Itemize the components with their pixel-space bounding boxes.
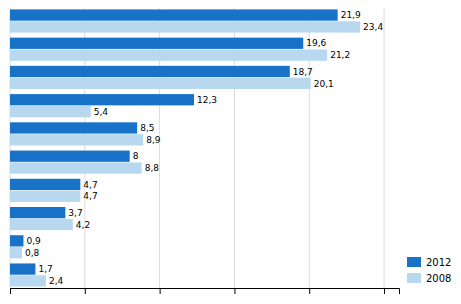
data-label: 19,6: [306, 38, 326, 48]
bar: [10, 106, 91, 117]
data-label: 4,2: [76, 220, 90, 230]
data-label: 8,5: [140, 123, 154, 133]
data-labels: 21,919,618,712,38,584,73,70,91,723,421,2…: [25, 10, 383, 286]
bar: [10, 207, 65, 218]
bar: [10, 191, 80, 202]
data-label: 12,3: [197, 95, 217, 105]
tick: [309, 288, 310, 294]
bar: [10, 122, 137, 133]
tick-mark: [10, 288, 11, 294]
bar: [10, 179, 80, 190]
legend-swatch: [407, 273, 421, 283]
data-label: 21,9: [341, 10, 361, 20]
bar: [10, 235, 23, 246]
legend: 2012 2008: [407, 257, 451, 284]
data-label: 5,4: [94, 107, 109, 117]
bar: [10, 263, 35, 274]
data-label: 20,1: [314, 79, 334, 89]
data-label: 18,7: [293, 67, 313, 77]
tick: [160, 288, 161, 294]
data-label: 1,7: [38, 264, 52, 274]
data-label: 3,7: [68, 208, 82, 218]
tick: [234, 288, 235, 294]
tick-mark: [160, 288, 161, 294]
legend-label: 2008: [426, 273, 451, 284]
legend-swatch: [407, 257, 421, 267]
data-label: 4,7: [83, 191, 97, 201]
data-label: 8,9: [146, 135, 161, 145]
bar: [10, 162, 142, 173]
tick-mark: [384, 288, 385, 294]
data-label: 8: [133, 151, 139, 161]
x-axis: [11, 288, 400, 294]
data-label: 21,2: [330, 50, 350, 60]
data-label: 0,9: [26, 236, 41, 246]
tick: [10, 288, 11, 294]
tick-mark: [309, 288, 310, 294]
bar: [10, 94, 194, 105]
data-label: 23,4: [363, 22, 383, 32]
legend-item: 2008: [407, 273, 451, 284]
bar: [10, 134, 143, 145]
tick: [85, 288, 86, 294]
bar: [10, 151, 130, 162]
plot: 21,919,618,712,38,584,73,70,91,723,421,2…: [10, 8, 400, 294]
bar: [10, 275, 46, 286]
grid-line: [384, 8, 385, 288]
tick-mark: [234, 288, 235, 294]
data-label: 2,4: [49, 276, 64, 286]
bar: [10, 247, 22, 258]
grid: [10, 8, 384, 288]
legend-label: 2012: [426, 257, 451, 268]
chart: 21,919,618,712,38,584,73,70,91,723,421,2…: [0, 0, 461, 304]
data-label: 4,7: [83, 180, 97, 190]
axis-line: [11, 289, 400, 295]
bar: [10, 66, 290, 77]
tick-mark: [85, 288, 86, 294]
bar: [10, 50, 327, 61]
bar: [10, 21, 360, 32]
bars: [10, 9, 360, 286]
legend-item: 2012: [407, 257, 451, 268]
bar: [10, 219, 73, 230]
bar: [10, 38, 303, 49]
tick: [384, 288, 385, 294]
bar: [10, 9, 338, 20]
data-label: 8,8: [145, 163, 160, 173]
bar: [10, 78, 311, 89]
data-label: 0,8: [25, 248, 40, 258]
